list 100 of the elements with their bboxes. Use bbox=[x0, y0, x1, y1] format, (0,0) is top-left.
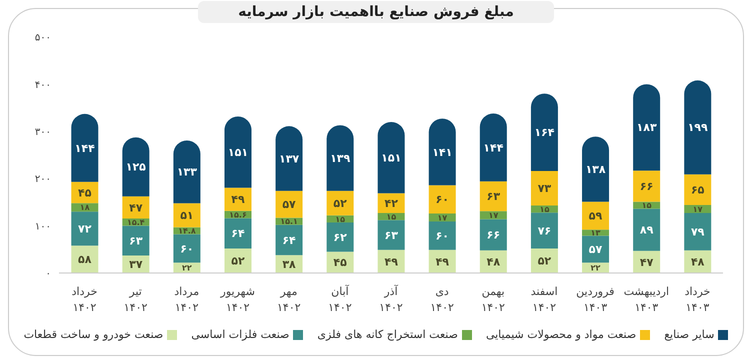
data-label: ۶۳ bbox=[129, 234, 143, 248]
bar bbox=[71, 114, 98, 182]
data-label: ۱۵.۴ bbox=[126, 218, 145, 227]
x-tick-label: آبان ۱۴۰۲ bbox=[328, 284, 352, 314]
y-tick-label: ۴۰۰ bbox=[34, 80, 51, 91]
y-tick-label: ۰ bbox=[46, 268, 51, 280]
data-label: ۱۴.۸ bbox=[178, 226, 196, 236]
data-label: ۱۷ bbox=[437, 213, 448, 222]
bar bbox=[684, 174, 712, 206]
bar bbox=[122, 196, 150, 219]
data-label: ۱۸ bbox=[80, 203, 90, 212]
data-label: ۶۶ bbox=[640, 180, 654, 193]
legend-label: سایر صنایع bbox=[664, 328, 714, 341]
x-tick-label: آذر ۱۴۰۲ bbox=[379, 284, 403, 314]
bar bbox=[530, 171, 558, 206]
data-label: ۴۸ bbox=[486, 256, 500, 269]
bar bbox=[480, 219, 507, 250]
bar bbox=[224, 218, 252, 248]
data-label: ۴۹ bbox=[384, 255, 398, 268]
data-label: ۴۵ bbox=[78, 186, 92, 200]
bar bbox=[684, 213, 712, 250]
x-tick-label: دی ۱۴۰۲ bbox=[430, 285, 454, 314]
data-label: ۱۲۵ bbox=[126, 160, 146, 174]
legend-label: صنعت استخراج کانه های فلزی bbox=[317, 328, 458, 341]
bar bbox=[582, 136, 610, 202]
bar bbox=[71, 246, 98, 273]
data-label: ۵۲ bbox=[333, 196, 348, 210]
y-tick-label: ۱۰۰ bbox=[34, 221, 51, 232]
data-label: ۱۳ bbox=[590, 228, 601, 238]
bar bbox=[582, 202, 610, 230]
bar bbox=[173, 234, 200, 263]
data-label: ۵۱ bbox=[180, 209, 194, 222]
legend-label: صنعت فلزات اساسی bbox=[191, 328, 290, 341]
bar bbox=[378, 220, 405, 250]
data-label: ۵۷ bbox=[588, 243, 603, 256]
data-label: ۱۵ bbox=[386, 212, 396, 222]
data-label: ۸۹ bbox=[640, 224, 654, 237]
legend-label: صنعت خودرو و ساخت قطعات bbox=[24, 328, 164, 341]
data-label: ۱۵.۱ bbox=[280, 217, 298, 226]
data-label: ۱۳۳ bbox=[176, 166, 198, 179]
data-label: ۶۴ bbox=[231, 227, 245, 240]
data-label: ۴۹ bbox=[231, 193, 245, 206]
data-label: ۶۶ bbox=[486, 228, 500, 242]
bar bbox=[378, 193, 405, 214]
bar bbox=[173, 203, 200, 228]
data-label: ۱۴۱ bbox=[432, 146, 452, 159]
bar bbox=[480, 113, 507, 182]
bar bbox=[582, 236, 610, 263]
bar bbox=[633, 170, 660, 202]
data-label: ۷۳ bbox=[538, 182, 552, 196]
bar bbox=[530, 94, 558, 172]
data-label: ۴۷ bbox=[640, 256, 654, 269]
bar bbox=[684, 80, 712, 174]
data-label: ۶۲ bbox=[333, 230, 348, 244]
data-label: ۱۵ bbox=[642, 201, 652, 210]
x-tick-label: مهر ۱۴۰۲ bbox=[277, 285, 301, 314]
x-tick-label: بهمن ۱۴۰۲ bbox=[481, 285, 506, 314]
y-tick-label: ۵۰۰ bbox=[34, 32, 51, 44]
bar bbox=[122, 226, 150, 256]
chart-title: مبلغ فروش صنایع بااهمیت بازار سرمایه bbox=[198, 1, 554, 23]
x-tick-label: خرداد ۱۴۰۳ bbox=[684, 285, 710, 314]
data-label: ۶۰ bbox=[180, 242, 194, 256]
legend-label: صنعت مواد و محصولات شیمیایی bbox=[486, 328, 636, 341]
bar bbox=[530, 212, 558, 248]
bar bbox=[224, 188, 252, 211]
x-tick-label: اسفند ۱۴۰۲ bbox=[530, 285, 558, 314]
data-label: ۱۵۱ bbox=[381, 151, 402, 164]
bar bbox=[122, 137, 150, 196]
x-tick-label: مرداد ۱۴۰۲ bbox=[174, 285, 200, 314]
data-label: ۷۶ bbox=[538, 224, 552, 238]
data-label: ۶۰ bbox=[436, 193, 450, 206]
bar bbox=[428, 185, 456, 214]
data-label: ۶۳ bbox=[384, 228, 398, 242]
data-label: ۶۵ bbox=[690, 184, 705, 197]
data-label: ۵۲ bbox=[538, 254, 552, 268]
bar bbox=[326, 222, 354, 252]
y-tick-label: ۳۰۰ bbox=[34, 126, 51, 138]
y-tick-label: ۲۰۰ bbox=[34, 174, 51, 186]
x-tick-label: فروردین ۱۴۰۳ bbox=[576, 285, 614, 314]
data-label: ۱۴۴ bbox=[74, 142, 96, 155]
data-label: ۴۸ bbox=[690, 256, 705, 269]
data-label: ۱۷ bbox=[692, 204, 703, 214]
data-label: ۴۹ bbox=[436, 255, 450, 268]
bar bbox=[633, 208, 660, 251]
data-label: ۴۷ bbox=[129, 201, 143, 214]
bar bbox=[71, 212, 98, 246]
data-label: ۱۴۴ bbox=[483, 141, 504, 154]
x-tick-label: شهریور ۱۴۰۲ bbox=[220, 285, 255, 314]
data-label: ۵۹ bbox=[588, 210, 603, 222]
bar bbox=[326, 125, 354, 191]
data-label: ۱۸۳ bbox=[636, 121, 657, 134]
data-label: ۱۵ bbox=[335, 214, 346, 224]
x-tick-label: تیر ۱۴۰۲ bbox=[124, 285, 148, 314]
data-label: ۵۲ bbox=[231, 254, 245, 268]
bar bbox=[378, 122, 405, 194]
bar bbox=[173, 140, 200, 204]
data-label: ۴۵ bbox=[333, 256, 348, 270]
data-label: ۱۳۷ bbox=[278, 152, 300, 166]
data-label: ۱۵ bbox=[540, 204, 550, 214]
bar bbox=[428, 222, 456, 250]
